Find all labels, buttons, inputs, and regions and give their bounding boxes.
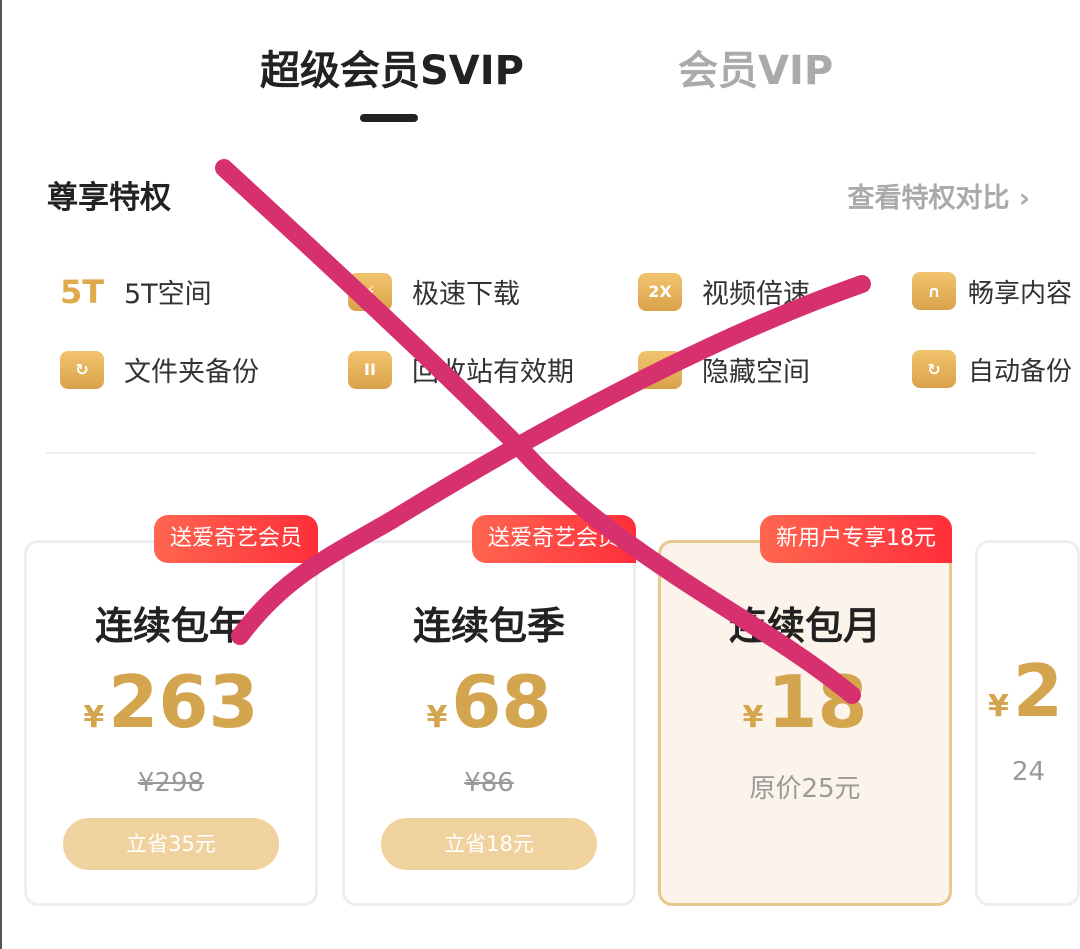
plan-name: 连续包月	[728, 604, 881, 648]
plan-price: ¥263	[83, 660, 259, 744]
compare-privileges-link[interactable]: 查看特权对比 ›	[847, 183, 1030, 214]
savings-pill: 立省35元	[63, 818, 279, 870]
feature-label: 隐藏空间	[702, 357, 810, 388]
plan-card-quarterly[interactable]: 送爱奇艺会员 连续包季 ¥68 ¥86 立省18元	[342, 515, 636, 906]
plan-price: ¥18	[742, 660, 868, 744]
headphones-icon: ∩	[912, 272, 956, 310]
promo-badge: 新用户专享18元	[760, 515, 952, 563]
feature-label: 文件夹备份	[124, 357, 259, 388]
lightning-icon: ⚡	[348, 272, 392, 311]
original-price: ¥86	[464, 768, 514, 798]
original-price: 24	[1012, 757, 1046, 787]
plan-card-partial[interactable]: ¥2 24	[975, 540, 1080, 906]
feature-5t-space[interactable]: 5T 5T空间	[60, 272, 212, 311]
feature-label: 5T空间	[124, 279, 212, 310]
plan-name: 连续包季	[412, 604, 565, 648]
feature-folder-backup[interactable]: ↻ 文件夹备份	[60, 350, 259, 389]
tab-vip[interactable]: 会员VIP	[678, 48, 834, 94]
feature-hidden-space[interactable]: 🔒 隐藏空间	[638, 350, 810, 389]
feature-video-speed[interactable]: 2X 视频倍速	[638, 272, 810, 311]
divider	[46, 452, 1036, 454]
feature-label: 自动备份	[968, 356, 1073, 387]
feature-fast-download[interactable]: ⚡ 极速下载	[348, 272, 520, 311]
5t-icon: 5T	[59, 272, 105, 311]
feature-label: 畅享内容	[968, 278, 1073, 309]
feature-label: 极速下载	[412, 279, 520, 310]
plan-price: ¥68	[426, 660, 552, 744]
feature-label: 视频倍速	[702, 279, 810, 310]
plan-name: 连续包年	[94, 604, 247, 648]
feature-label: 回收站有效期	[412, 357, 574, 388]
section-title: 尊享特权	[47, 180, 171, 216]
tab-svip[interactable]: 超级会员SVIP	[260, 48, 524, 94]
trash-icon: II	[348, 350, 392, 389]
active-tab-indicator	[360, 114, 418, 122]
folder-sync-icon: ↻	[60, 350, 104, 389]
plan-card-monthly[interactable]: 新用户专享18元 连续包月 ¥18 原价25元	[658, 515, 952, 906]
original-price: ¥298	[137, 768, 205, 798]
feature-content[interactable]: ∩ 畅享内容	[912, 272, 1072, 310]
plan-card-yearly[interactable]: 送爱奇艺会员 连续包年 ¥263 ¥298 立省35元	[24, 515, 318, 906]
feature-auto-backup[interactable]: ↻ 自动备份	[912, 350, 1072, 388]
2x-icon: 2X	[638, 272, 682, 311]
plan-price: ¥2	[988, 649, 1063, 733]
promo-badge: 送爱奇艺会员	[153, 515, 318, 563]
promo-badge: 送爱奇艺会员	[471, 515, 636, 563]
lock-folder-icon: 🔒	[638, 350, 682, 389]
savings-pill: 立省18元	[381, 818, 597, 870]
feature-recycle-bin[interactable]: II 回收站有效期	[348, 350, 574, 389]
monitor-sync-icon: ↻	[912, 350, 956, 388]
original-price: 原价25元	[749, 774, 861, 804]
